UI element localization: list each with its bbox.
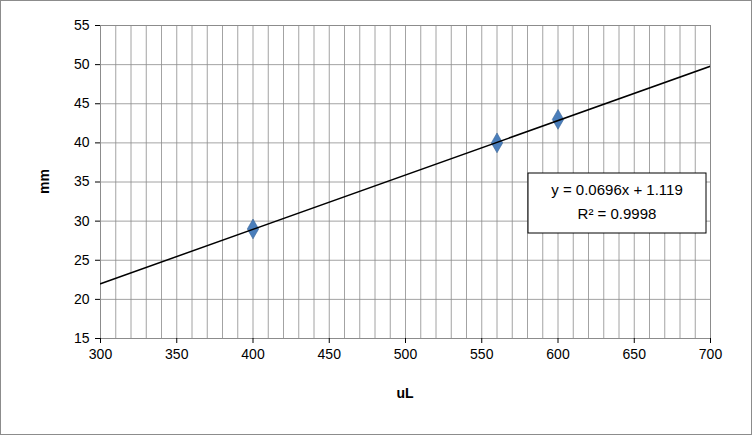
svg-text:700: 700 <box>699 346 723 362</box>
svg-text:300: 300 <box>89 346 113 362</box>
svg-text:550: 550 <box>470 346 494 362</box>
svg-text:40: 40 <box>74 134 90 150</box>
svg-text:500: 500 <box>394 346 418 362</box>
svg-text:15: 15 <box>74 330 90 346</box>
svg-text:350: 350 <box>165 346 189 362</box>
svg-text:mm: mm <box>36 169 52 194</box>
svg-text:600: 600 <box>546 346 570 362</box>
svg-text:50: 50 <box>74 56 90 72</box>
svg-text:30: 30 <box>74 213 90 229</box>
svg-text:55: 55 <box>74 17 90 33</box>
svg-text:450: 450 <box>318 346 342 362</box>
svg-text:25: 25 <box>74 252 90 268</box>
svg-text:y = 0.0696x + 1.119: y = 0.0696x + 1.119 <box>551 181 683 198</box>
svg-text:uL: uL <box>396 385 414 401</box>
svg-text:400: 400 <box>241 346 265 362</box>
svg-text:650: 650 <box>623 346 647 362</box>
svg-text:35: 35 <box>74 173 90 189</box>
svg-text:R² = 0.9998: R² = 0.9998 <box>578 205 657 222</box>
svg-text:45: 45 <box>74 95 90 111</box>
svg-text:20: 20 <box>74 291 90 307</box>
